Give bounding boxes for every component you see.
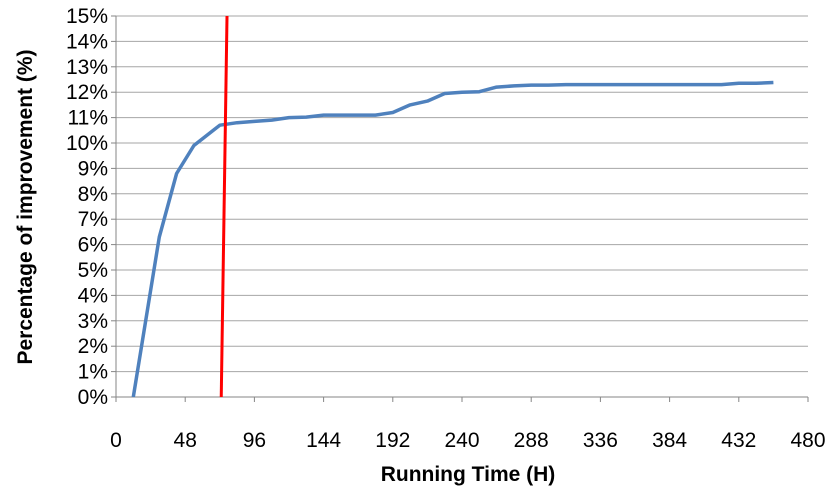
y-tick-label: 0% [78, 386, 108, 409]
y-tick-label: 5% [78, 259, 108, 282]
x-tick-label: 48 [174, 429, 197, 452]
axes [111, 15, 809, 402]
marker-group [219, 15, 229, 398]
x-tick-label: 288 [514, 429, 549, 452]
x-tick-label: 0 [110, 429, 122, 452]
y-tick-label: 6% [78, 234, 108, 257]
y-tick-label: 15% [66, 5, 108, 28]
x-tick-label: 144 [306, 429, 341, 452]
x-tick-label: 384 [652, 429, 687, 452]
gridlines [116, 15, 808, 373]
x-tick-label: 96 [243, 429, 266, 452]
x-tick-label: 480 [790, 429, 825, 452]
y-tick-label: 14% [66, 30, 108, 53]
y-tick-label: 12% [66, 81, 108, 104]
x-tick-label: 336 [583, 429, 618, 452]
y-tick-label: 4% [78, 284, 108, 307]
series-line [131, 80, 774, 398]
x-tick-label: 432 [721, 429, 756, 452]
y-tick-label: 11% [68, 107, 108, 130]
y-axis-title: Percentage of improvement (%) [14, 49, 37, 364]
y-tick-label: 2% [78, 335, 108, 358]
x-axis-title: Running Time (H) [381, 463, 556, 486]
y-tick-label: 7% [78, 208, 108, 231]
y-tick-label: 3% [78, 310, 108, 333]
x-tick-label: 192 [375, 429, 410, 452]
y-tick-label: 1% [78, 361, 108, 384]
x-tick-labels: 0 48 96 144 192 240 288 336 384 432 480 [110, 429, 825, 452]
x-tick-label: 240 [444, 429, 479, 452]
vertical-marker-line [219, 15, 229, 398]
y-tick-label: 10% [66, 132, 108, 155]
y-tick-label: 9% [78, 157, 108, 180]
y-tick-label: 8% [78, 183, 108, 206]
series-group [131, 80, 774, 398]
y-tick-labels: 0%1% 2%3% 4%5%6% 7%8% 9%10%11% 12%13% 14%15% [66, 5, 108, 409]
y-tick-label: 13% [66, 56, 108, 79]
